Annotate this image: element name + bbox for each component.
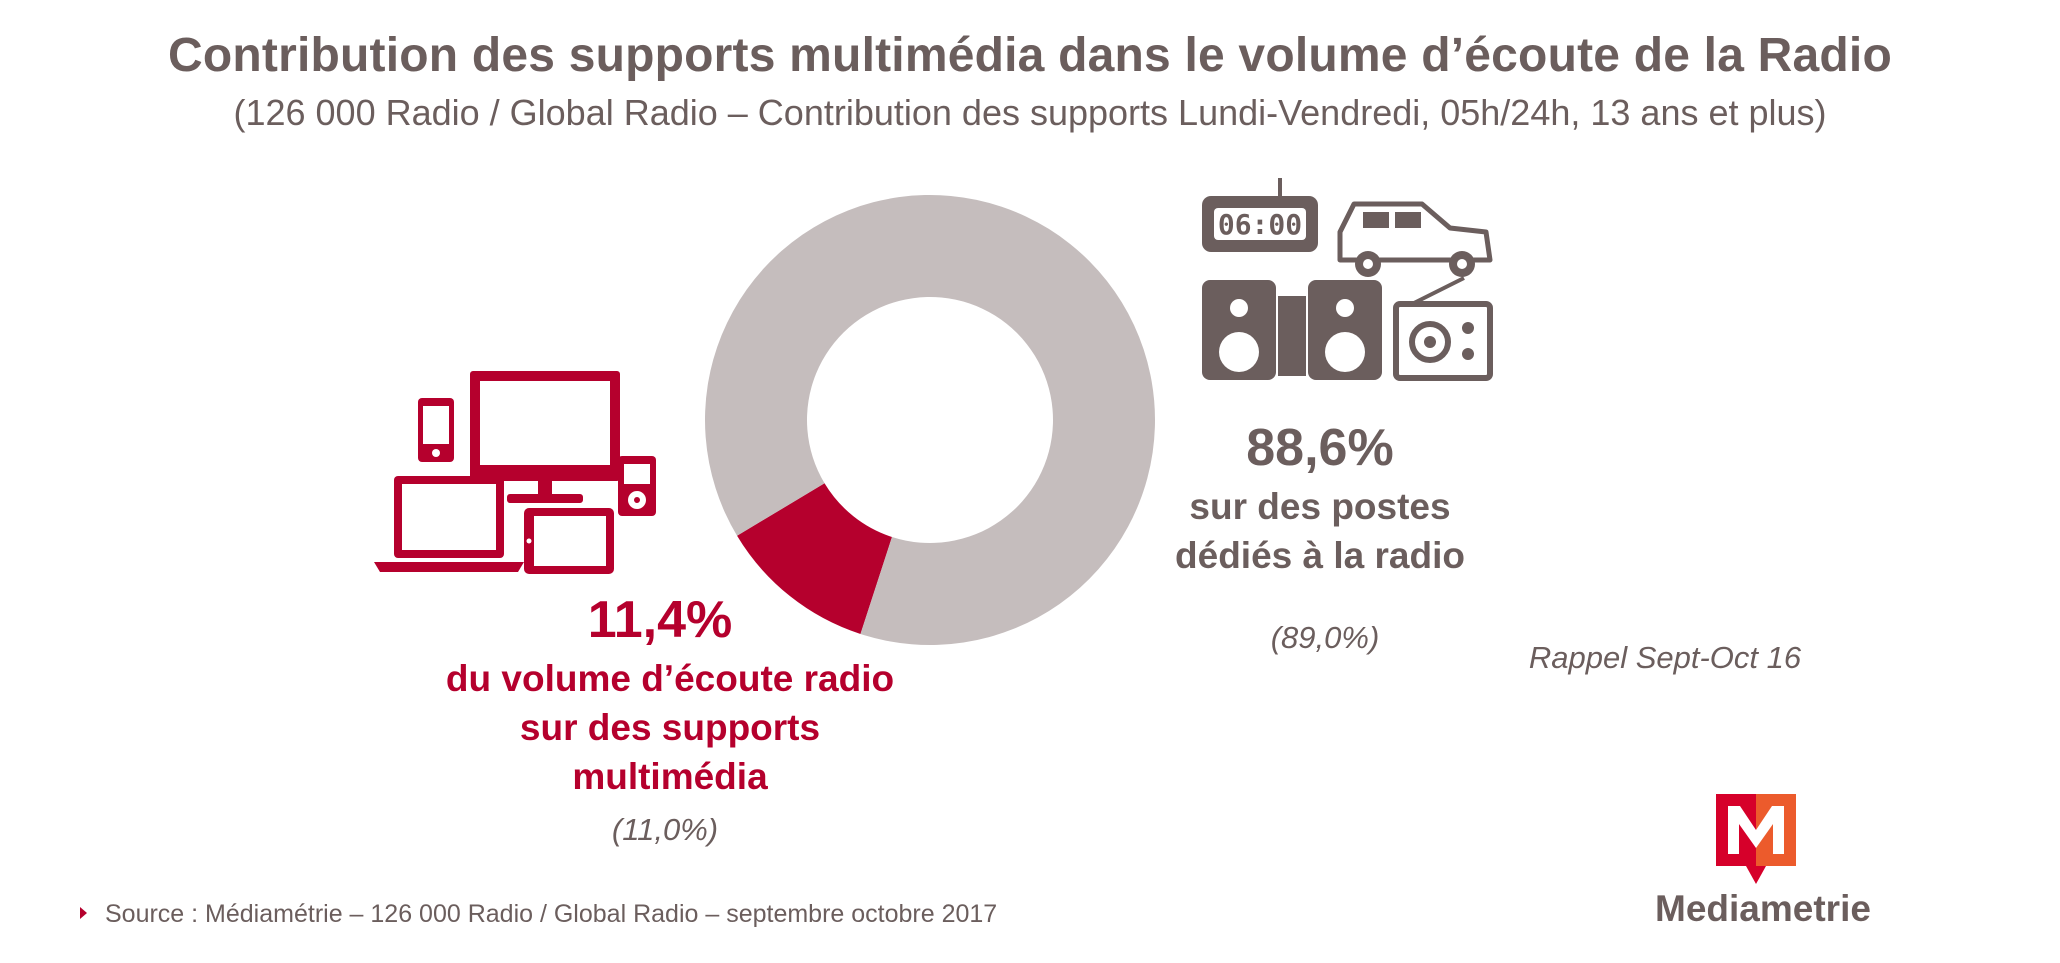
chart-subtitle: (126 000 Radio / Global Radio – Contribu… — [233, 92, 1827, 133]
multimedia-description-line: du volume d’écoute radio — [445, 658, 895, 699]
previous-period-note: Rappel Sept-Oct 16 — [1528, 640, 1802, 675]
dedicated-previous-value: (89,0%) — [1270, 620, 1380, 655]
dedicated-radio-devices-icon: 06:00 — [1202, 178, 1493, 381]
dedicated-description: sur des postes dédiés à la radio — [1150, 482, 1490, 580]
donut-slice-dedicated — [705, 195, 1155, 646]
bullet-marker-icon — [80, 907, 87, 919]
source-text: Source : Médiamétrie – 126 000 Radio / G… — [105, 900, 998, 928]
alarm-clock-radio-icon: 06:00 — [1202, 178, 1318, 252]
logo-text: Mediametrie — [1655, 888, 1871, 929]
clock-display-text: 06:00 — [1218, 208, 1302, 241]
car-icon — [1337, 201, 1493, 277]
mp3-player-icon — [618, 456, 656, 516]
smartphone-icon — [418, 398, 454, 462]
portable-radio-icon — [1393, 276, 1493, 381]
source-note: Source : Médiamétrie – 126 000 Radio / G… — [80, 900, 997, 929]
dedicated-percentage: 88,6% — [1246, 419, 1394, 477]
hifi-speakers-icon — [1202, 280, 1382, 380]
multimedia-description: du volume d’écoute radio sur des support… — [400, 654, 940, 801]
donut-slice-multimedia — [737, 483, 892, 634]
tablet-icon — [524, 508, 614, 574]
multimedia-description-line: sur des supports — [519, 707, 821, 748]
monitor-icon — [470, 371, 620, 503]
multimedia-percentage: 11,4% — [587, 591, 733, 649]
chart-title: Contribution des supports multimédia dan… — [168, 29, 1892, 82]
dedicated-description-line: sur des postes — [1189, 486, 1451, 527]
multimedia-devices-icon — [374, 371, 656, 574]
dedicated-description-line: dédiés à la radio — [1175, 535, 1465, 576]
donut-chart — [705, 195, 1155, 646]
multimedia-previous-value: (11,0%) — [611, 812, 719, 847]
mediametrie-logo — [1716, 794, 1796, 884]
multimedia-description-line: multimédia — [572, 756, 768, 797]
laptop-icon — [374, 476, 524, 572]
